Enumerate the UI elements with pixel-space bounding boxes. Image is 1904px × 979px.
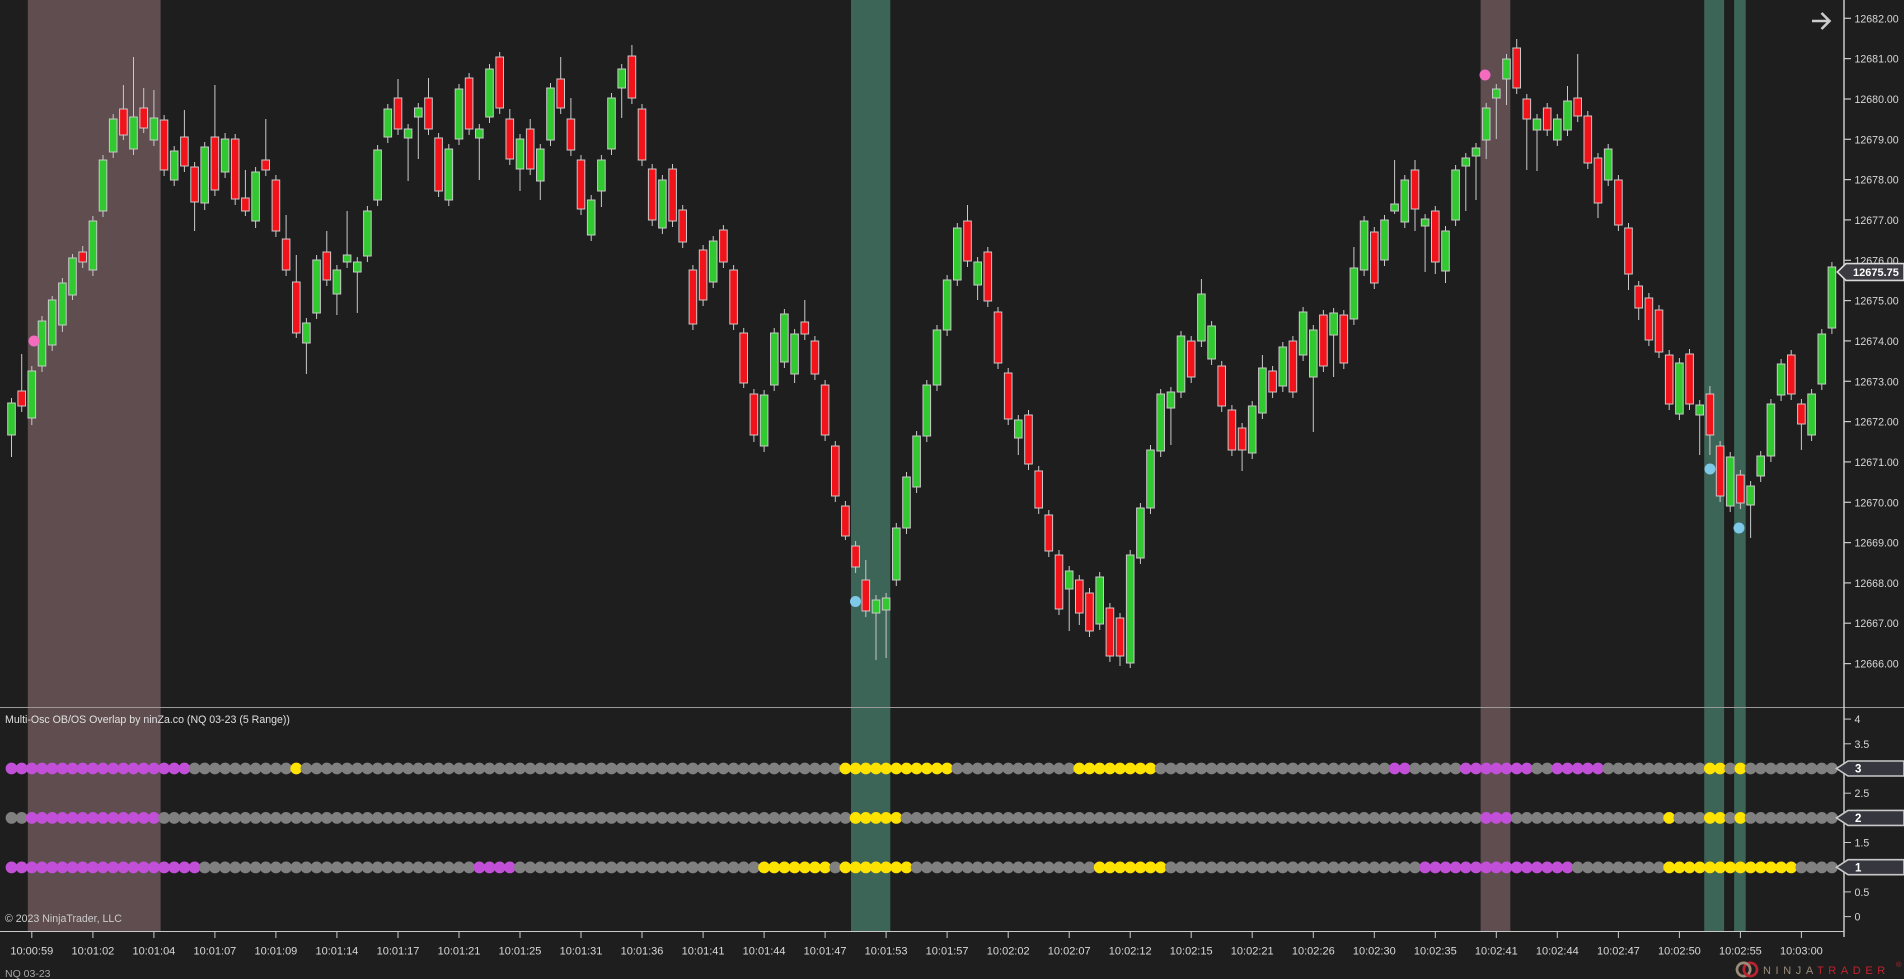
svg-text:10:01:21: 10:01:21 (438, 946, 481, 958)
svg-text:10:00:59: 10:00:59 (10, 946, 53, 958)
svg-text:0: 0 (1855, 912, 1861, 924)
svg-text:12674.00: 12674.00 (1855, 336, 1899, 348)
svg-text:12671.00: 12671.00 (1855, 457, 1899, 469)
svg-text:Multi-Osc OB/OS Overlap by nin: Multi-Osc OB/OS Overlap by ninZa.co (NQ … (5, 714, 290, 726)
svg-text:10:02:41: 10:02:41 (1475, 946, 1518, 958)
svg-text:12673.00: 12673.00 (1855, 376, 1899, 388)
svg-text:10:03:00: 10:03:00 (1780, 946, 1823, 958)
svg-text:NINJATRADER: NINJATRADER (1763, 965, 1890, 977)
svg-text:12675.00: 12675.00 (1855, 296, 1899, 308)
svg-text:10:02:30: 10:02:30 (1353, 946, 1396, 958)
svg-text:10:02:44: 10:02:44 (1536, 946, 1579, 958)
svg-text:10:01:07: 10:01:07 (193, 946, 236, 958)
svg-text:10:02:07: 10:02:07 (1048, 946, 1091, 958)
svg-text:10:01:17: 10:01:17 (377, 946, 420, 958)
svg-text:10:02:02: 10:02:02 (987, 946, 1030, 958)
svg-text:NQ 03-23: NQ 03-23 (5, 968, 51, 979)
svg-text:10:01:09: 10:01:09 (254, 946, 297, 958)
svg-text:10:02:21: 10:02:21 (1231, 946, 1274, 958)
svg-text:12678.00: 12678.00 (1855, 175, 1899, 187)
svg-text:12675.75: 12675.75 (1853, 267, 1899, 279)
svg-text:10:02:35: 10:02:35 (1414, 946, 1457, 958)
svg-text:12682.00: 12682.00 (1855, 13, 1899, 25)
svg-text:10:01:14: 10:01:14 (315, 946, 358, 958)
svg-text:10:01:47: 10:01:47 (804, 946, 847, 958)
svg-text:4: 4 (1855, 714, 1861, 726)
svg-text:10:02:15: 10:02:15 (1170, 946, 1213, 958)
svg-text:0.5: 0.5 (1855, 887, 1870, 899)
svg-text:10:01:53: 10:01:53 (865, 946, 908, 958)
svg-text:1.5: 1.5 (1855, 838, 1870, 850)
svg-text:10:01:41: 10:01:41 (682, 946, 725, 958)
svg-text:12677.00: 12677.00 (1855, 215, 1899, 227)
svg-text:3: 3 (1855, 764, 1861, 776)
svg-text:10:02:26: 10:02:26 (1292, 946, 1335, 958)
svg-text:10:01:36: 10:01:36 (621, 946, 664, 958)
svg-text:12670.00: 12670.00 (1855, 497, 1899, 509)
svg-text:10:02:50: 10:02:50 (1658, 946, 1701, 958)
svg-text:12667.00: 12667.00 (1855, 618, 1899, 630)
svg-text:2.5: 2.5 (1855, 788, 1870, 800)
svg-text:12680.00: 12680.00 (1855, 94, 1899, 106)
svg-text:© 2023 NinjaTrader, LLC: © 2023 NinjaTrader, LLC (5, 913, 122, 925)
svg-text:10:02:47: 10:02:47 (1597, 946, 1640, 958)
svg-text:10:01:25: 10:01:25 (499, 946, 542, 958)
svg-text:10:01:44: 10:01:44 (743, 946, 786, 958)
svg-text:1: 1 (1855, 862, 1862, 874)
svg-text:12669.00: 12669.00 (1855, 538, 1899, 550)
svg-text:®: ® (1896, 960, 1902, 969)
svg-text:12679.00: 12679.00 (1855, 134, 1899, 146)
svg-text:12666.00: 12666.00 (1855, 659, 1899, 671)
svg-text:10:02:55: 10:02:55 (1719, 946, 1762, 958)
svg-text:10:01:04: 10:01:04 (132, 946, 175, 958)
svg-text:12668.00: 12668.00 (1855, 578, 1899, 590)
svg-text:10:01:57: 10:01:57 (926, 946, 969, 958)
svg-text:12672.00: 12672.00 (1855, 417, 1899, 429)
svg-text:10:01:02: 10:01:02 (71, 946, 114, 958)
svg-text:12681.00: 12681.00 (1855, 54, 1899, 66)
svg-text:10:01:31: 10:01:31 (560, 946, 603, 958)
svg-text:3.5: 3.5 (1855, 739, 1870, 751)
svg-text:10:02:12: 10:02:12 (1109, 946, 1152, 958)
svg-text:2: 2 (1855, 813, 1861, 825)
